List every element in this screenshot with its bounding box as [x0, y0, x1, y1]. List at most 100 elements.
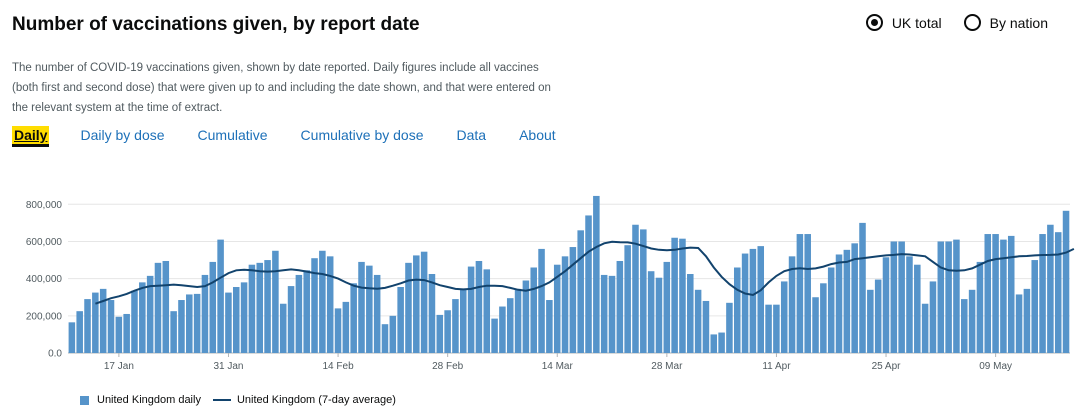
daily-bar — [937, 241, 945, 353]
daily-bar — [209, 261, 217, 353]
daily-bar — [710, 334, 718, 353]
daily-bar — [389, 315, 397, 353]
daily-bar — [413, 255, 420, 353]
x-tick-label: 28 Feb — [432, 361, 464, 372]
daily-bar — [647, 271, 655, 353]
tab-data[interactable]: Data — [456, 127, 487, 143]
daily-bar — [835, 254, 843, 353]
daily-bar — [593, 195, 600, 353]
daily-bar — [530, 267, 537, 353]
tab-daily-by-dose[interactable]: Daily by dose — [80, 127, 165, 143]
daily-bar — [679, 238, 686, 353]
daily-bar — [178, 300, 185, 353]
daily-bar — [76, 311, 83, 353]
daily-bar — [1015, 294, 1023, 353]
daily-bar — [561, 256, 569, 353]
daily-bar — [961, 299, 968, 353]
chart-bars — [68, 195, 1070, 353]
daily-bar — [780, 281, 788, 353]
daily-bar — [334, 308, 342, 353]
daily-bar — [726, 302, 733, 353]
daily-bar — [279, 303, 287, 353]
daily-bar — [131, 290, 138, 353]
daily-bar — [608, 275, 616, 353]
legend-average-label: United Kingdom (7-day average) — [236, 394, 396, 406]
daily-bar — [358, 261, 365, 353]
daily-bar — [115, 316, 123, 353]
daily-bar — [373, 274, 381, 353]
daily-bar — [992, 234, 999, 353]
daily-bar — [123, 313, 130, 353]
legend-line-swatch — [212, 399, 231, 401]
daily-bar — [976, 261, 984, 353]
daily-bar — [506, 298, 514, 353]
daily-bar — [749, 248, 757, 353]
daily-bar — [882, 257, 890, 353]
daily-bar — [84, 299, 91, 353]
daily-bar — [287, 286, 295, 353]
y-tick-label: 0.0 — [48, 349, 62, 360]
daily-bar — [1062, 210, 1070, 353]
daily-bar — [1039, 234, 1046, 353]
daily-bar — [632, 224, 639, 353]
daily-bar — [624, 245, 631, 353]
chart-axes: 0.0 200,000 400,000 600,000 800,000 17 Jan 31 … — [26, 200, 1012, 372]
daily-bar — [773, 304, 780, 353]
x-tick-label: 14 Feb — [323, 361, 355, 372]
tab-daily[interactable]: Daily — [12, 126, 50, 144]
daily-bar — [1031, 260, 1038, 353]
radio-label: UK total — [891, 14, 942, 31]
daily-bar — [655, 277, 663, 353]
daily-bar — [162, 260, 170, 353]
x-tick-label: 17 Jan — [104, 361, 134, 372]
tab-cumulative-by-dose[interactable]: Cumulative by dose — [300, 127, 424, 143]
daily-bar — [874, 279, 882, 353]
chart-tabs: Daily Daily by dose Cumulative Cumulativ… — [12, 126, 558, 144]
legend-bar-swatch — [80, 395, 89, 405]
radio-by-nation[interactable]: By nation — [963, 14, 1048, 31]
daily-bar — [311, 258, 318, 353]
radio-selected-icon[interactable] — [865, 14, 883, 31]
daily-bar — [867, 289, 874, 353]
daily-bar — [428, 274, 436, 353]
daily-bar — [694, 289, 702, 353]
tab-about[interactable]: About — [519, 127, 556, 143]
x-tick-label: 14 Mar — [542, 361, 574, 372]
y-tick-label: 200,000 — [26, 311, 63, 322]
daily-bar — [1000, 239, 1007, 353]
x-tick-label: 25 Apr — [872, 361, 902, 372]
daily-bar — [232, 287, 240, 353]
daily-bar — [342, 301, 350, 353]
daily-bar — [906, 256, 913, 353]
daily-bar — [1054, 232, 1062, 353]
daily-bar — [170, 311, 177, 353]
daily-bar — [201, 274, 209, 353]
x-tick-label: 31 Jan — [213, 361, 243, 372]
tab-cumulative[interactable]: Cumulative — [197, 127, 268, 143]
x-tick-label: 11 Apr — [762, 361, 791, 372]
daily-bar — [420, 251, 428, 353]
daily-bar — [827, 267, 835, 353]
daily-bar — [460, 288, 467, 353]
daily-bar — [984, 234, 992, 353]
daily-bar — [546, 300, 553, 353]
daily-bar — [921, 303, 929, 353]
area-radio-group: UK total By nation — [865, 14, 1048, 31]
daily-bar — [820, 283, 827, 353]
daily-bar — [483, 269, 491, 353]
daily-bar — [538, 248, 545, 353]
daily-bar — [146, 275, 154, 353]
radio-uk-total[interactable]: UK total — [865, 14, 942, 31]
daily-bar — [702, 300, 710, 353]
daily-bar — [914, 264, 921, 353]
average-line — [95, 240, 1075, 305]
daily-bar — [929, 281, 937, 353]
daily-bar — [663, 261, 671, 353]
daily-bar — [804, 234, 811, 353]
radio-unselected-icon[interactable] — [963, 14, 981, 31]
daily-bar — [452, 299, 459, 353]
daily-bar — [444, 310, 451, 353]
daily-bar — [898, 241, 905, 353]
daily-bar — [491, 318, 498, 353]
daily-bar — [812, 297, 819, 353]
